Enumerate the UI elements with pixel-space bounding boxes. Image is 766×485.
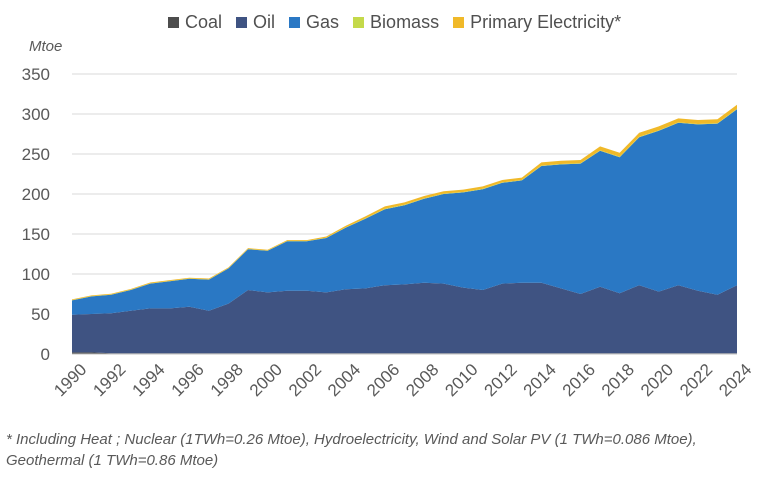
series-areas <box>72 104 737 354</box>
legend-label-gas: Gas <box>306 12 340 32</box>
x-tick-label-2000: 2000 <box>246 360 286 400</box>
legend-item-biomass: Biomass <box>353 12 439 33</box>
chart-legend: Coal Oil Gas Biomass Primary Electricity… <box>168 12 621 33</box>
area-primary-electricity <box>72 104 737 301</box>
y-tick-label-100: 100 <box>22 265 50 284</box>
x-tick-label-1996: 1996 <box>168 360 208 400</box>
area-oil <box>72 282 737 354</box>
x-tick-label-2014: 2014 <box>520 360 560 400</box>
x-tick-label-2010: 2010 <box>441 360 481 400</box>
x-tick-label-1994: 1994 <box>128 360 168 400</box>
y-tick-label-350: 350 <box>22 65 50 84</box>
area-gas <box>72 109 737 315</box>
legend-swatch-coal <box>168 17 179 28</box>
x-tick-label-2018: 2018 <box>598 360 638 400</box>
chart-footnote: * Including Heat ; Nuclear (1TWh=0.26 Mt… <box>6 431 697 469</box>
x-tick-label-2006: 2006 <box>363 360 403 400</box>
legend-label-oil: Oil <box>253 12 276 32</box>
x-tick-label-2022: 2022 <box>676 360 716 400</box>
x-tick-label-2008: 2008 <box>402 360 442 400</box>
y-axis-unit-label: Mtoe <box>29 38 62 55</box>
legend-item-oil: Oil <box>236 12 275 33</box>
legend-item-coal: Coal <box>168 12 222 33</box>
stacked-area-chart: 0 50 100 150 200 250 300 350 1990199219941996199… <box>22 38 756 400</box>
legend-swatch-oil <box>236 17 248 28</box>
legend-item-gas: Gas <box>289 12 339 33</box>
x-tick-label-1990: 1990 <box>50 360 90 400</box>
x-tick-label-2004: 2004 <box>324 360 364 400</box>
x-tick-label-2024: 2024 <box>715 360 755 400</box>
legend-label-primary-electricity: Primary Electricity* <box>470 12 622 32</box>
x-tick-label-2020: 2020 <box>637 360 677 400</box>
x-tick-label-2012: 2012 <box>481 360 521 400</box>
x-tick-label-2002: 2002 <box>285 360 325 400</box>
y-tick-label-50: 50 <box>31 305 50 324</box>
y-tick-label-0: 0 <box>41 345 50 364</box>
x-tick-label-2016: 2016 <box>559 360 599 400</box>
y-tick-label-300: 300 <box>22 105 50 124</box>
legend-swatch-primary-electricity <box>453 17 465 28</box>
legend-swatch-biomass <box>353 17 365 28</box>
y-tick-label-200: 200 <box>22 185 50 204</box>
x-tick-label-1998: 1998 <box>207 360 247 400</box>
legend-label-coal: Coal <box>185 12 223 32</box>
x-tick-label-1992: 1992 <box>89 360 129 400</box>
legend-item-primary-electricity: Primary Electricity* <box>453 12 621 33</box>
y-tick-label-250: 250 <box>22 145 50 164</box>
legend-label-biomass: Biomass <box>370 12 440 32</box>
y-tick-label-150: 150 <box>22 225 50 244</box>
legend-swatch-gas <box>289 17 301 28</box>
